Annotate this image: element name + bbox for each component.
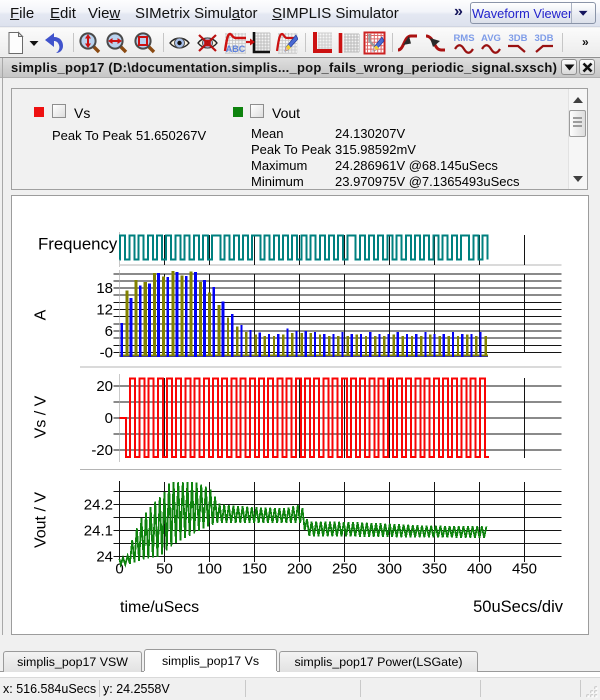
svg-text:RMS: RMS bbox=[453, 33, 474, 44]
svg-text:3DB: 3DB bbox=[508, 33, 527, 44]
svg-text:A: A bbox=[33, 309, 50, 320]
svg-text:18: 18 bbox=[96, 280, 113, 297]
svg-text:150: 150 bbox=[242, 561, 267, 578]
svg-text:12: 12 bbox=[96, 302, 113, 319]
svg-text:6: 6 bbox=[105, 323, 113, 340]
svg-text:3DB: 3DB bbox=[534, 33, 553, 44]
svg-text:50: 50 bbox=[156, 561, 173, 578]
svg-text:Vs / V: Vs / V bbox=[33, 395, 50, 438]
svg-text:-0: -0 bbox=[100, 344, 113, 361]
svg-text:24: 24 bbox=[96, 548, 113, 565]
svg-text:24.2: 24.2 bbox=[84, 497, 113, 514]
svg-text:200: 200 bbox=[287, 561, 312, 578]
svg-text:24.1: 24.1 bbox=[84, 522, 113, 539]
svg-text:0: 0 bbox=[105, 410, 113, 427]
svg-text:0: 0 bbox=[115, 561, 123, 578]
svg-text:Vout / V: Vout / V bbox=[33, 492, 50, 548]
svg-text:250: 250 bbox=[332, 561, 357, 578]
svg-text:AVG: AVG bbox=[481, 33, 501, 44]
svg-text:350: 350 bbox=[422, 561, 447, 578]
svg-text:-20: -20 bbox=[91, 442, 113, 459]
svg-text:50uSecs/div: 50uSecs/div bbox=[473, 598, 564, 616]
svg-text:Frequency: Frequency bbox=[38, 235, 118, 254]
svg-text:100: 100 bbox=[197, 561, 222, 578]
svg-text:300: 300 bbox=[377, 561, 402, 578]
svg-text:450: 450 bbox=[512, 561, 537, 578]
svg-text:time/uSecs: time/uSecs bbox=[120, 599, 199, 616]
svg-text:400: 400 bbox=[467, 561, 492, 578]
svg-text:ABC: ABC bbox=[226, 44, 246, 54]
svg-text:20: 20 bbox=[96, 378, 113, 395]
